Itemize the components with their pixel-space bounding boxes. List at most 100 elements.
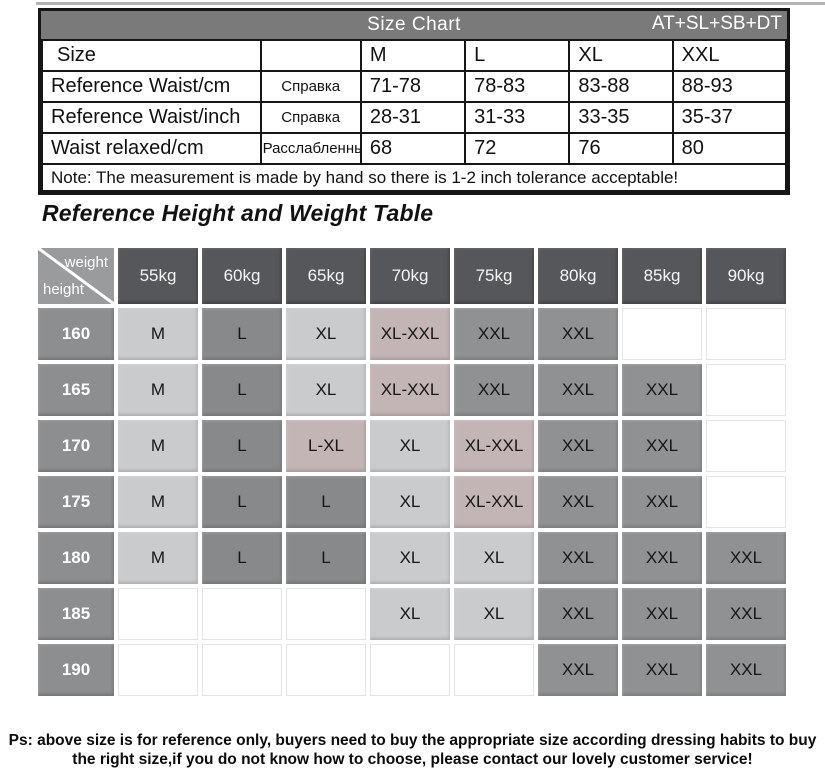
cell-value: 88-93 bbox=[671, 70, 788, 103]
col-header-l: L bbox=[464, 39, 571, 72]
size-cell: XXL bbox=[706, 532, 786, 584]
empty-cell bbox=[706, 420, 786, 472]
cell-value: 80 bbox=[671, 132, 788, 165]
size-cell: XXL bbox=[622, 364, 702, 416]
height-header: 180 bbox=[38, 532, 114, 584]
row-label: Reference Waist/inch bbox=[41, 101, 262, 134]
size-chart-section: Size Chart AT+SL+SB+DT Size M L XL XXL R… bbox=[38, 8, 790, 195]
cell-value: 78-83 bbox=[464, 70, 571, 103]
size-cell: XXL bbox=[622, 644, 702, 696]
empty-cell bbox=[202, 644, 282, 696]
size-cell: L bbox=[202, 476, 282, 528]
row-sublabel: Справка bbox=[259, 101, 362, 134]
size-chart-header-bar: Size Chart AT+SL+SB+DT bbox=[41, 11, 787, 39]
size-cell: XL bbox=[286, 364, 366, 416]
top-divider bbox=[36, 2, 825, 5]
empty-cell bbox=[706, 364, 786, 416]
footer-note: Ps: above size is for reference only, bu… bbox=[0, 731, 825, 769]
row-label: Reference Waist/cm bbox=[41, 70, 262, 103]
cell-value: 76 bbox=[568, 132, 674, 165]
size-cell: XL-XXL bbox=[370, 308, 450, 360]
size-cell: M bbox=[118, 420, 198, 472]
size-cell: L bbox=[286, 476, 366, 528]
hw-row: 180 M L L XL XL XXL XXL XXL bbox=[38, 532, 786, 584]
weight-header: 75kg bbox=[454, 248, 534, 304]
hw-row: 185 XL XL XXL XXL XXL bbox=[38, 588, 786, 640]
size-cell: XXL bbox=[538, 476, 618, 528]
size-cell: L bbox=[202, 364, 282, 416]
empty-cell bbox=[706, 476, 786, 528]
cell-value: 33-35 bbox=[568, 101, 674, 134]
size-cell: XXL bbox=[622, 532, 702, 584]
empty-cell bbox=[622, 308, 702, 360]
hw-row: 160 M L XL XL-XXL XXL XXL bbox=[38, 308, 786, 360]
height-header: 190 bbox=[38, 644, 114, 696]
size-cell: XL-XXL bbox=[370, 364, 450, 416]
hw-row: 170 M L L-XL XL XL-XXL XXL XXL bbox=[38, 420, 786, 472]
size-cell: M bbox=[118, 532, 198, 584]
size-cell: XXL bbox=[622, 420, 702, 472]
size-cell: XL bbox=[286, 308, 366, 360]
size-cell: L bbox=[202, 420, 282, 472]
size-cell: XXL bbox=[622, 476, 702, 528]
cell-value: 68 bbox=[359, 132, 467, 165]
empty-cell bbox=[118, 644, 198, 696]
hw-header-row: weight height 55kg 60kg 65kg 70kg 75kg 80kg 85… bbox=[38, 248, 786, 304]
size-cell: XL bbox=[370, 532, 450, 584]
size-cell: M bbox=[118, 364, 198, 416]
hw-row: 165 M L XL XL-XXL XXL XXL XXL bbox=[38, 364, 786, 416]
size-cell: L bbox=[202, 308, 282, 360]
note-text: Note: The measurement is made by hand so… bbox=[41, 163, 787, 192]
hw-grid-body: 160 M L XL XL-XXL XXL XXL 165 M L XL XL-XXL XXL XXL XX… bbox=[38, 308, 786, 696]
footer-line-1: Ps: above size is for reference only, bu… bbox=[8, 732, 817, 749]
weight-header: 60kg bbox=[202, 248, 282, 304]
weight-header: 90kg bbox=[706, 248, 786, 304]
diagonal-line-icon bbox=[38, 248, 114, 304]
row-label: Size bbox=[41, 39, 262, 72]
col-header-xxl: XXL bbox=[671, 39, 788, 72]
empty-cell bbox=[706, 308, 786, 360]
height-axis-label: height bbox=[43, 281, 84, 298]
table-row-waist-relaxed: Waist relaxed/cm Расслабленный 68 72 76 … bbox=[41, 132, 788, 165]
empty-cell bbox=[202, 588, 282, 640]
size-cell: L bbox=[286, 532, 366, 584]
size-cell: XXL bbox=[538, 644, 618, 696]
row-sublabel: Расслабленный bbox=[259, 132, 362, 165]
size-cell: M bbox=[118, 476, 198, 528]
height-header: 170 bbox=[38, 420, 114, 472]
corner-cell: weight height bbox=[38, 248, 114, 304]
size-cell: XL-XXL bbox=[454, 420, 534, 472]
cell-value: 71-78 bbox=[359, 70, 467, 103]
footer-line-2: the right size,if you do not know how to… bbox=[72, 751, 753, 768]
row-label: Waist relaxed/cm bbox=[41, 132, 262, 165]
cell-value: 35-37 bbox=[671, 101, 788, 134]
table-row-waist-inch: Reference Waist/inch Справка 28-31 31-33… bbox=[41, 101, 788, 134]
cell-value: 72 bbox=[464, 132, 571, 165]
size-cell: XXL bbox=[538, 588, 618, 640]
weight-header: 85kg bbox=[622, 248, 702, 304]
height-header: 185 bbox=[38, 588, 114, 640]
height-weight-table: weight height 55kg 60kg 65kg 70kg 75kg 80kg 85… bbox=[34, 244, 790, 700]
size-cell: XL bbox=[370, 476, 450, 528]
weight-header: 65kg bbox=[286, 248, 366, 304]
empty-cell bbox=[286, 588, 366, 640]
size-cell: L bbox=[202, 532, 282, 584]
size-cell: XXL bbox=[454, 364, 534, 416]
row-sublabel bbox=[259, 39, 362, 72]
weight-axis-label: weight bbox=[64, 254, 108, 271]
col-header-xl: XL bbox=[568, 39, 674, 72]
height-header: 165 bbox=[38, 364, 114, 416]
empty-cell bbox=[118, 588, 198, 640]
empty-cell bbox=[370, 644, 450, 696]
height-header: 175 bbox=[38, 476, 114, 528]
size-cell: L-XL bbox=[286, 420, 366, 472]
size-header-row: Size M L XL XXL bbox=[41, 39, 788, 72]
table-row-waist-cm: Reference Waist/cm Справка 71-78 78-83 8… bbox=[41, 70, 788, 103]
size-chart-table: Size M L XL XXL Reference Waist/cm Справ… bbox=[41, 39, 788, 192]
note-row: Note: The measurement is made by hand so… bbox=[41, 163, 787, 192]
size-chart-code: AT+SL+SB+DT bbox=[651, 13, 782, 34]
empty-cell bbox=[454, 644, 534, 696]
cell-value: 28-31 bbox=[359, 101, 467, 134]
cell-value: 83-88 bbox=[568, 70, 674, 103]
weight-header: 70kg bbox=[370, 248, 450, 304]
